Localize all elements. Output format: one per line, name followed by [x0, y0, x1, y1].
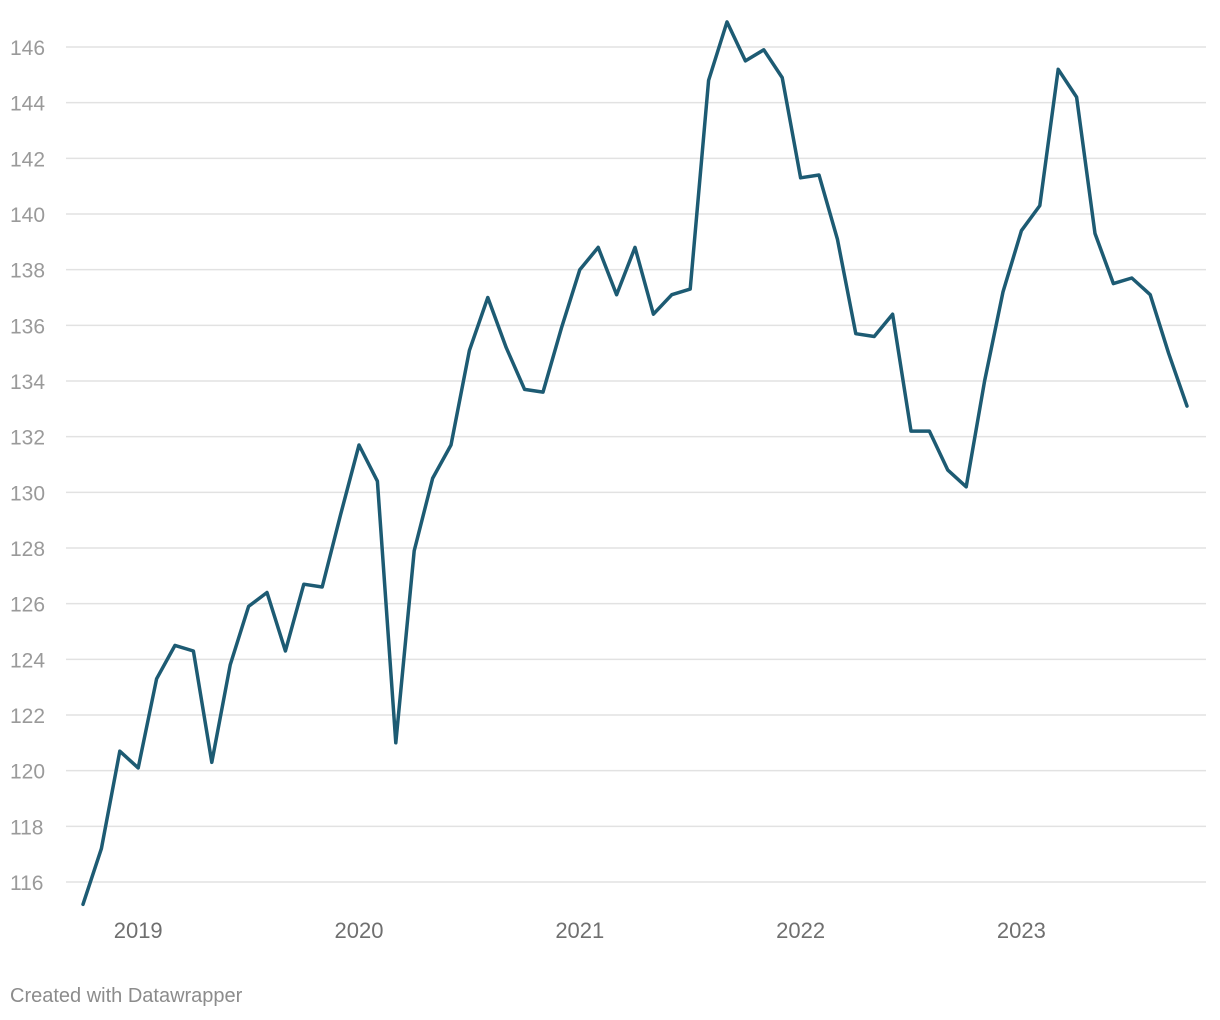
y-tick-label-120: 120	[10, 761, 45, 784]
datawrapper-credit: Created with Datawrapper	[10, 985, 243, 1007]
y-tick-label-118: 118	[10, 816, 43, 839]
y-tick-label-142: 142	[10, 148, 45, 171]
y-tick-label-144: 144	[10, 93, 45, 116]
y-tick-label-130: 130	[10, 482, 45, 505]
x-axis-tick-labels: 2019 2020 2021 2022 2023	[114, 918, 1046, 943]
y-tick-label-146: 146	[10, 37, 45, 60]
y-tick-label-132: 132	[10, 427, 45, 450]
y-axis-tick-labels: 116 118 120 122 124 126 128 130 132 134 136 138 140 1…	[10, 37, 45, 895]
y-tick-label-116: 116	[10, 872, 43, 895]
x-tick-label-2021: 2021	[555, 918, 604, 943]
x-tick-label-2022: 2022	[776, 918, 825, 943]
x-tick-label-2020: 2020	[335, 918, 384, 943]
series-line-0	[81, 20, 1189, 907]
y-tick-label-128: 128	[10, 538, 45, 561]
series-layer	[81, 20, 1189, 907]
y-tick-label-124: 124	[10, 649, 45, 672]
x-tick-label-2019: 2019	[114, 918, 163, 943]
line-chart: 116 118 120 122 124 126 128 130 132 134 136 138 140 1…	[10, 20, 1206, 943]
gridlines	[66, 46, 1206, 883]
y-tick-label-138: 138	[10, 260, 45, 283]
y-tick-label-134: 134	[10, 371, 45, 394]
y-tick-label-140: 140	[10, 204, 45, 227]
y-tick-label-136: 136	[10, 315, 45, 338]
y-tick-label-122: 122	[10, 705, 45, 728]
x-tick-label-2023: 2023	[997, 918, 1046, 943]
y-tick-label-126: 126	[10, 594, 45, 617]
